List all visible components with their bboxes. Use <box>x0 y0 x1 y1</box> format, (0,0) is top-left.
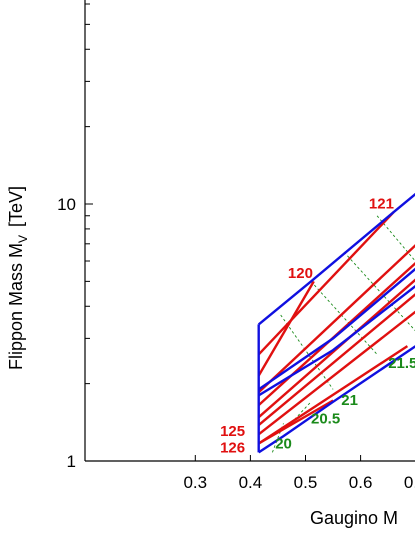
higgs-mass-line-0 <box>257 211 395 356</box>
scale-line-3 <box>310 281 378 355</box>
scale-label: 21.5 <box>388 355 415 372</box>
higgs-mass-line-8 <box>258 345 409 445</box>
scale-label: 20.5 <box>311 410 340 427</box>
higgs-mass-label: 126 <box>220 439 245 456</box>
scale-line-2 <box>280 314 334 390</box>
svg-text:Flippon Mass MV[TeV]: Flippon Mass MV [TeV] <box>6 186 30 370</box>
axes <box>84 0 415 462</box>
x-tick-label: 0.7 <box>404 473 415 492</box>
ticks: 0.30.40.50.60.70.80110 <box>57 3 415 492</box>
scale-label: 20 <box>275 435 292 452</box>
higgs-mass-line-4 <box>257 278 415 419</box>
higgs-mass-line-5 <box>257 293 415 427</box>
scale-line-1 <box>294 401 312 420</box>
x-tick-label: 0.4 <box>239 473 263 492</box>
y-axis-title-sub: V <box>16 235 30 243</box>
x-tick-label: 0.3 <box>183 473 207 492</box>
higgs-mass-label: 125 <box>220 423 245 440</box>
higgs-mass-line-3 <box>257 262 415 406</box>
y-axis-title-main: Flippon Mass M <box>6 243 26 370</box>
x-tick-label: 0.5 <box>294 473 318 492</box>
x-tick-label: 0.6 <box>349 473 373 492</box>
y-tick-label: 1 <box>67 452 76 471</box>
boundary-lower <box>258 345 415 454</box>
higgs-mass-line-1 <box>257 280 315 377</box>
y-tick-label: 10 <box>57 195 76 214</box>
higgs-mass-line-6 <box>257 310 415 436</box>
y-axis-title: Flippon Mass MV [TeV] <box>6 186 30 370</box>
boundary-inner-upper <box>258 267 415 391</box>
higgs-mass-label: 120 <box>288 265 313 282</box>
higgs-mass-line-2 <box>257 244 415 394</box>
x-axis-title: Gaugino M <box>310 508 398 528</box>
higgs-mass-label: 121 <box>369 196 394 213</box>
scale-line-5 <box>376 215 415 262</box>
scale-label: 21 <box>341 392 358 409</box>
boundary-upper <box>257 192 415 326</box>
boundary-inner-lower <box>258 284 415 397</box>
y-axis-title-unit: [TeV] <box>6 186 26 227</box>
